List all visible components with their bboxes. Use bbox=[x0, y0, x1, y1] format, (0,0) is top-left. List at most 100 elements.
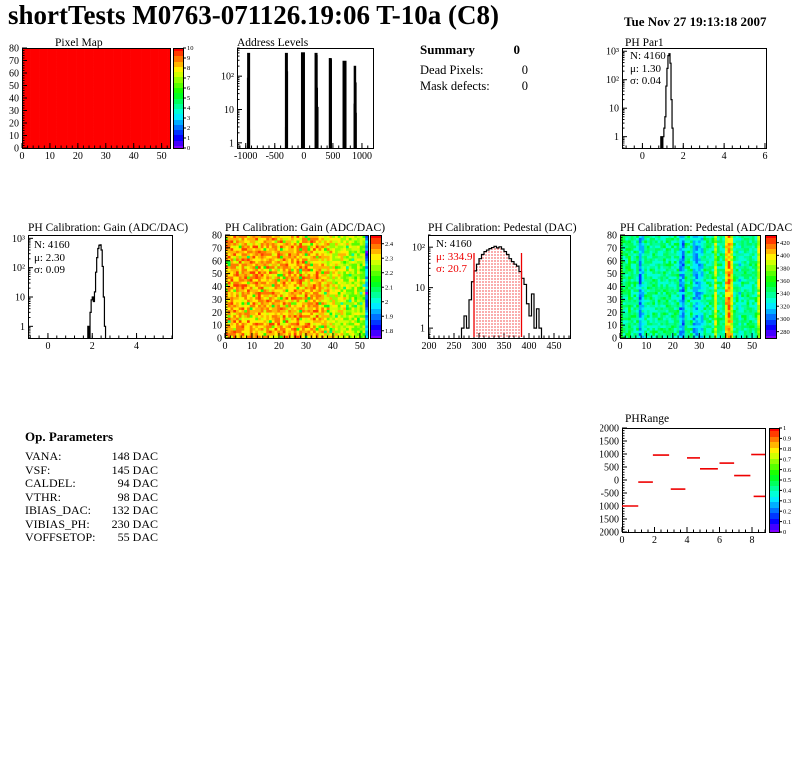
op-parameter-row-value: 145 DAC bbox=[111, 462, 158, 477]
svg-text:10: 10 bbox=[224, 105, 234, 116]
summary-row-label: Dead Pixels: bbox=[420, 63, 484, 77]
op-parameters-panel: Op. Parameters VANA: 148 DAC VSF: 145 DAC CA… bbox=[25, 429, 158, 545]
op-parameters-title: Op. Parameters bbox=[25, 429, 114, 444]
svg-text:300: 300 bbox=[780, 316, 790, 323]
svg-text:40: 40 bbox=[212, 282, 222, 293]
svg-text:-500: -500 bbox=[601, 489, 619, 500]
svg-text:0.3: 0.3 bbox=[783, 498, 791, 505]
op-parameter-row-label: VIBIAS_PH: bbox=[25, 516, 90, 531]
svg-text:50: 50 bbox=[157, 151, 167, 162]
svg-text:0.6: 0.6 bbox=[783, 467, 792, 474]
svg-text:5: 5 bbox=[187, 95, 190, 102]
ph-range-title: PHRange bbox=[625, 413, 670, 425]
svg-text:0.7: 0.7 bbox=[783, 456, 792, 463]
svg-text:10: 10 bbox=[15, 292, 25, 303]
op-parameter-row: CALDEL: 94 DAC bbox=[25, 476, 158, 491]
summary-row-label: Mask defects: bbox=[420, 79, 490, 93]
address-levels-title: Address Levels bbox=[237, 37, 309, 49]
svg-text:50: 50 bbox=[212, 269, 222, 280]
gain-hist-stats-box: N: 4160 μ: 2.30 σ: 0.09 bbox=[34, 239, 70, 277]
stats-line: μ: 1.30 bbox=[630, 62, 661, 75]
pedestal-hist-stats-box: N: 4160 μ: 334.9 σ: 20.7 bbox=[436, 238, 472, 276]
svg-text:4: 4 bbox=[134, 341, 139, 352]
svg-text:6: 6 bbox=[762, 151, 767, 162]
svg-text:0: 0 bbox=[45, 341, 50, 352]
svg-text:30: 30 bbox=[694, 341, 704, 352]
svg-text:60: 60 bbox=[607, 256, 617, 267]
svg-text:2.4: 2.4 bbox=[385, 241, 394, 248]
svg-text:40: 40 bbox=[129, 151, 139, 162]
svg-text:2000: 2000 bbox=[600, 424, 619, 435]
summary-panel: Summary 0 Dead Pixels: 0 Mask defects: 0 bbox=[420, 42, 528, 94]
svg-text:4: 4 bbox=[722, 151, 727, 162]
svg-text:10³: 10³ bbox=[606, 47, 619, 58]
svg-text:10: 10 bbox=[187, 45, 194, 52]
svg-text:0: 0 bbox=[618, 341, 623, 352]
svg-text:320: 320 bbox=[780, 303, 790, 310]
pedestal-hist-plot: 200 250 300 350 400 450 10² 10 1 bbox=[412, 234, 571, 352]
svg-text:2: 2 bbox=[90, 341, 95, 352]
svg-text:70: 70 bbox=[9, 56, 19, 67]
pedestal-map-heatmap-canvas bbox=[620, 235, 760, 338]
svg-text:70: 70 bbox=[607, 243, 617, 254]
svg-text:400: 400 bbox=[522, 341, 537, 352]
svg-text:20: 20 bbox=[607, 308, 617, 319]
svg-text:10: 10 bbox=[247, 341, 257, 352]
svg-text:20: 20 bbox=[73, 151, 83, 162]
pedestal-map-plot: 0 10 20 30 40 5001020304050607080420400380360… bbox=[607, 231, 790, 353]
stats-line: μ: 334.9 bbox=[436, 250, 473, 263]
op-parameter-row-label: VOFFSETOP: bbox=[25, 530, 96, 544]
summary-row: Mask defects: 0 bbox=[420, 78, 528, 94]
svg-text:420: 420 bbox=[780, 240, 790, 247]
svg-text:2: 2 bbox=[681, 151, 686, 162]
stats-line: N: 4160 bbox=[630, 50, 666, 62]
svg-text:1: 1 bbox=[420, 324, 425, 335]
address-levels-panel: Address Levels -1000 -500 0 500 1000 10² 10 1 bbox=[210, 35, 392, 169]
svg-text:400: 400 bbox=[780, 253, 790, 260]
op-parameter-row-label: VTHR: bbox=[25, 489, 61, 504]
svg-text:10: 10 bbox=[45, 151, 55, 162]
summary-row-value: 0 bbox=[521, 63, 528, 77]
svg-text:6: 6 bbox=[187, 85, 191, 92]
svg-text:0: 0 bbox=[20, 151, 25, 162]
svg-text:280: 280 bbox=[780, 329, 790, 336]
svg-text:30: 30 bbox=[9, 106, 19, 117]
stats-line: σ: 0.04 bbox=[630, 75, 661, 87]
svg-text:40: 40 bbox=[721, 341, 731, 352]
ph-par1-title: PH Par1 bbox=[625, 37, 664, 49]
op-parameter-row: VOFFSETOP: 55 DAC bbox=[25, 530, 158, 545]
svg-text:8: 8 bbox=[750, 535, 755, 546]
svg-text:10²: 10² bbox=[221, 72, 234, 83]
svg-text:20: 20 bbox=[212, 308, 222, 319]
svg-text:0: 0 bbox=[187, 145, 190, 152]
svg-text:0.9: 0.9 bbox=[783, 436, 791, 443]
svg-text:30: 30 bbox=[301, 341, 311, 352]
svg-text:50: 50 bbox=[607, 269, 617, 280]
svg-text:360: 360 bbox=[780, 278, 790, 285]
svg-text:0: 0 bbox=[783, 529, 786, 536]
svg-text:-500: -500 bbox=[266, 151, 284, 162]
svg-text:4: 4 bbox=[685, 535, 690, 546]
svg-text:1: 1 bbox=[783, 425, 786, 432]
svg-text:20: 20 bbox=[668, 341, 678, 352]
svg-text:0: 0 bbox=[640, 151, 645, 162]
svg-text:30: 30 bbox=[607, 295, 617, 306]
svg-text:0: 0 bbox=[614, 476, 619, 487]
ph-range-colorbar bbox=[769, 428, 779, 532]
svg-text:6: 6 bbox=[717, 535, 722, 546]
svg-text:80: 80 bbox=[607, 231, 617, 242]
svg-text:80: 80 bbox=[9, 44, 19, 55]
svg-text:1500: 1500 bbox=[600, 515, 619, 526]
pedestal-histogram-panel: PH Calibration: Pedestal (DAC) 200 250 300… bbox=[410, 218, 602, 358]
svg-text:1: 1 bbox=[20, 322, 25, 333]
svg-text:10: 10 bbox=[641, 341, 651, 352]
summary-row: Dead Pixels: 0 bbox=[420, 62, 528, 78]
svg-text:200: 200 bbox=[422, 341, 437, 352]
page-title: shortTests M0763-071126.19:06 T-10a (C8) bbox=[8, 0, 500, 30]
op-parameter-row-label: VSF: bbox=[25, 462, 51, 477]
gain-map-plot: 0 10 20 30 40 50010203040506070802.42.32.22.1… bbox=[212, 231, 394, 353]
stats-line: σ: 20.7 bbox=[436, 263, 467, 275]
gain-histogram-title: PH Calibration: Gain (ADC/DAC) bbox=[28, 222, 189, 234]
pixel-map-heatmap-canvas bbox=[22, 48, 170, 148]
